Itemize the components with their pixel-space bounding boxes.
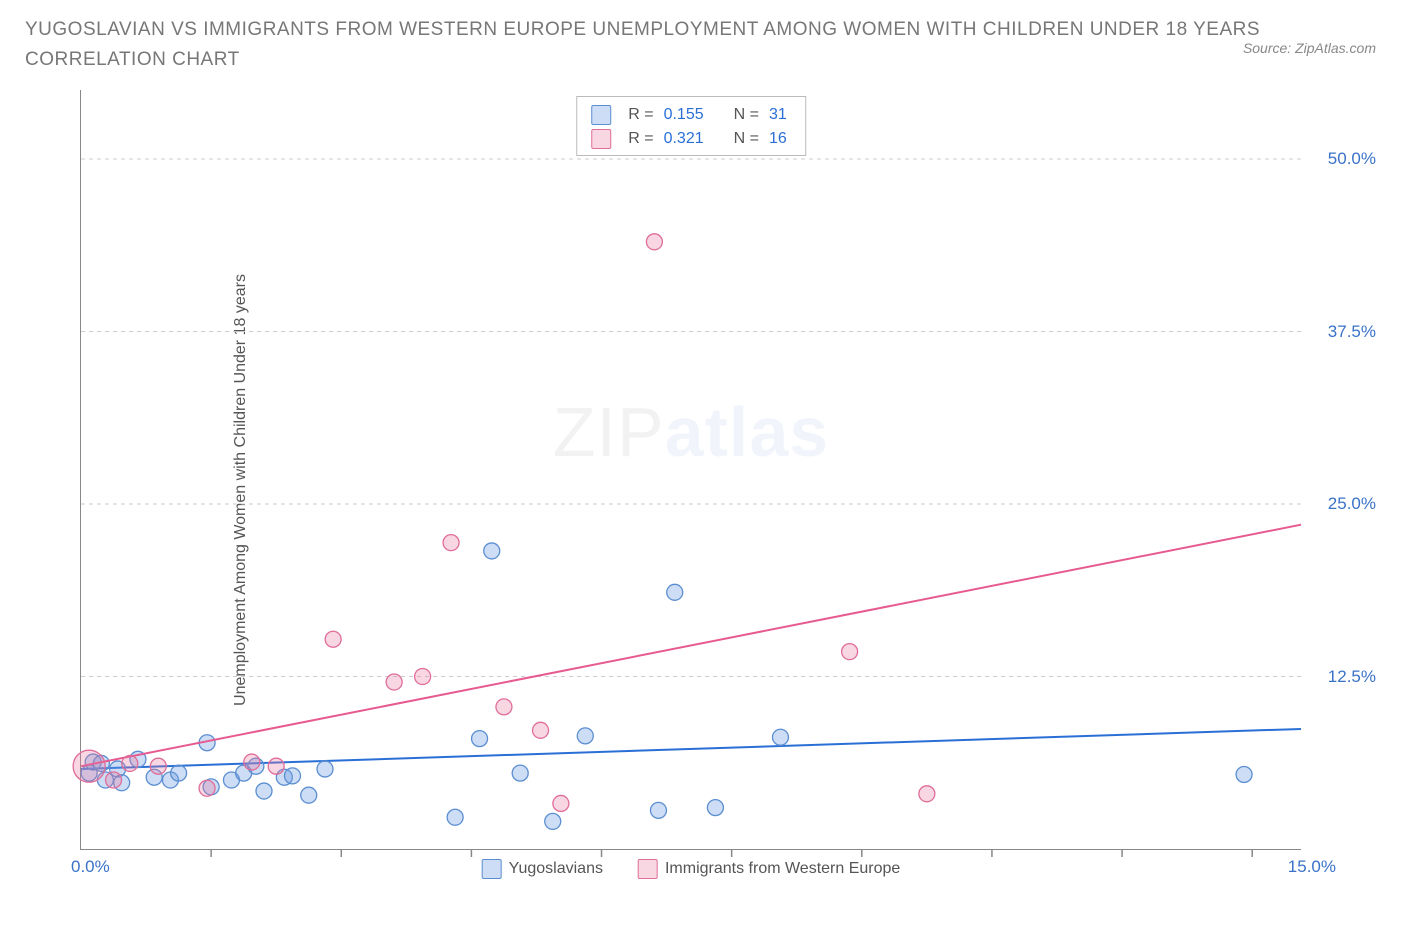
- y-axis-tick-label: 25.0%: [1328, 494, 1376, 514]
- legend-item: Immigrants from Western Europe: [638, 859, 900, 879]
- source-credit: Source: ZipAtlas.com: [1243, 40, 1376, 56]
- series-legend: Yugoslavians Immigrants from Western Euro…: [482, 859, 901, 879]
- legend-item: Yugoslavians: [482, 859, 603, 879]
- correlation-infobox: R =0.155N =31R =0.321N =16: [576, 96, 806, 156]
- y-axis-tick-label: 37.5%: [1328, 322, 1376, 342]
- x-axis-min-label: 0.0%: [71, 857, 110, 877]
- y-axis-tick-label: 50.0%: [1328, 149, 1376, 169]
- chart-title: YUGOSLAVIAN VS IMMIGRANTS FROM WESTERN E…: [25, 15, 1381, 76]
- chart-container: Unemployment Among Women with Children U…: [25, 80, 1381, 900]
- x-axis-max-label: 15.0%: [1288, 857, 1336, 877]
- y-axis-tick-label: 12.5%: [1328, 667, 1376, 687]
- infobox-row: R =0.321N =16: [591, 127, 787, 151]
- plot-area: ZIPatlas R =0.155N =31R =0.321N =16 0.0%…: [80, 90, 1301, 850]
- plot-svg: [81, 90, 1301, 849]
- infobox-row: R =0.155N =31: [591, 103, 787, 127]
